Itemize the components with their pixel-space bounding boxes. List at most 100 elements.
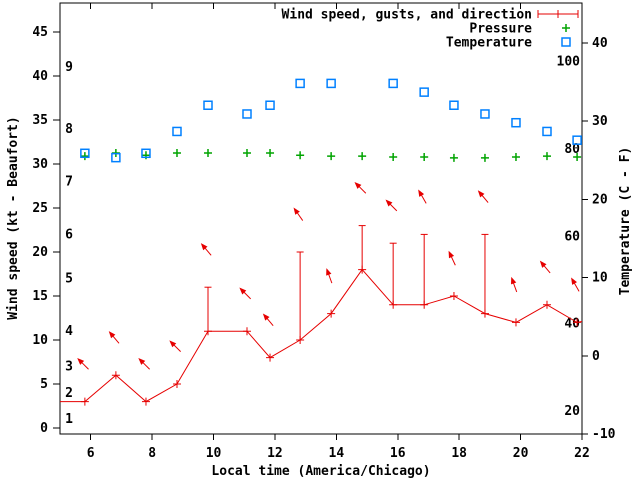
wind-arrow-shaft xyxy=(327,273,333,284)
y-right-tick-label: 10 xyxy=(592,271,608,286)
pressure-point xyxy=(449,153,458,162)
temperature-point xyxy=(295,78,305,89)
y-right-tick-label: 0 xyxy=(592,349,600,364)
y-left-tick-label: 45 xyxy=(32,25,48,40)
wind-arrow-head xyxy=(239,287,247,295)
temperature-series xyxy=(80,78,582,163)
wind-point xyxy=(242,327,251,336)
beaufort-label: 7 xyxy=(65,175,73,190)
x-tick-label: 8 xyxy=(148,446,156,461)
pressure-point xyxy=(327,152,336,161)
y-right-tick-label: 30 xyxy=(592,114,608,129)
left-axis-title: Wind speed (kt - Beaufort) xyxy=(6,116,21,320)
x-tick-label: 16 xyxy=(390,446,406,461)
right-axis-title: Temperature (C - F) xyxy=(618,147,633,296)
beaufort-label: 3 xyxy=(65,359,73,374)
temperature-point xyxy=(111,152,121,163)
temperature-point xyxy=(242,109,252,119)
pressure-point xyxy=(296,151,305,160)
wind-arrow-head xyxy=(138,357,146,365)
x-tick-label: 6 xyxy=(87,446,95,461)
temperature-point xyxy=(326,78,336,89)
beaufort-label: 1 xyxy=(65,412,73,427)
legend-errorbar-sample xyxy=(537,10,579,18)
wind-point xyxy=(80,397,89,406)
pressure-point xyxy=(358,152,367,161)
wind-point xyxy=(172,380,181,388)
pressure-point xyxy=(511,152,520,161)
pressure-point xyxy=(542,152,551,161)
legend-errorbar-plus xyxy=(554,10,562,18)
legend-label-pressure: Pressure xyxy=(469,22,532,37)
wind-arrow-head xyxy=(571,277,578,285)
beaufort-label: 9 xyxy=(65,60,73,75)
beaufort-label: 6 xyxy=(65,227,73,242)
fahrenheit-label: 40 xyxy=(564,317,580,332)
tick-labels: 6 8 10 12 14 16 18 20 22051015202530354045-10010… xyxy=(32,25,615,461)
pressure-point xyxy=(389,152,398,161)
x-tick-label: 18 xyxy=(451,446,467,461)
beaufort-label: 5 xyxy=(65,271,73,286)
temperature-point xyxy=(542,126,552,137)
temperature-point xyxy=(419,87,429,97)
y-left-tick-label: 25 xyxy=(32,201,48,216)
pressure-point xyxy=(172,149,181,157)
pressure-point xyxy=(573,152,582,161)
wind-arrow-shaft xyxy=(420,194,427,204)
wind-arrow-head xyxy=(200,243,208,251)
y-left-tick-label: 30 xyxy=(32,157,48,172)
y-left-tick-label: 20 xyxy=(32,245,48,260)
wind-arrow-head xyxy=(169,340,177,348)
wind-point xyxy=(266,353,275,362)
pressure-series xyxy=(80,149,582,162)
wind-arrow-head xyxy=(418,189,425,197)
axes xyxy=(59,2,583,435)
wind-arrow-shaft xyxy=(389,203,398,212)
plot-frame xyxy=(59,2,583,435)
temperature-point xyxy=(265,100,275,110)
wind-arrow-head xyxy=(539,260,547,268)
x-tick-label: 22 xyxy=(574,446,590,461)
wind-arrow-head xyxy=(511,276,517,285)
wind-arrow-shaft xyxy=(112,335,120,344)
wind-arrow-head xyxy=(354,181,362,189)
wind-arrow-shaft xyxy=(243,291,252,300)
tick-marks xyxy=(53,3,588,440)
wind-arrow-shaft xyxy=(512,282,518,293)
legend-label-temperature: Temperature xyxy=(446,36,532,51)
wind-arrow-shaft xyxy=(173,344,181,353)
temperature-point xyxy=(172,126,182,137)
wind-arrow-shaft xyxy=(296,212,304,221)
wind-arrow-shaft xyxy=(204,247,212,256)
wind-arrow-shaft xyxy=(450,255,456,266)
pressure-point xyxy=(80,152,89,161)
pressure-point xyxy=(480,153,489,162)
pressure-point xyxy=(266,149,275,157)
legend-label-wind: Wind speed, gusts, and direction xyxy=(282,8,532,23)
fahrenheit-label: 20 xyxy=(564,404,580,419)
x-tick-label: 10 xyxy=(206,446,222,461)
wind-point xyxy=(141,397,150,406)
wind-arrow-head xyxy=(385,199,393,207)
y-left-tick-label: 0 xyxy=(40,421,48,436)
beaufort-label: 4 xyxy=(65,324,73,339)
y-left-tick-label: 40 xyxy=(32,69,48,84)
x-tick-label: 14 xyxy=(329,446,345,461)
legend-markers xyxy=(537,10,579,47)
wind-arrow-head xyxy=(108,331,116,339)
y-right-tick-label: 40 xyxy=(592,36,608,51)
wind-point xyxy=(542,300,551,309)
temperature-point xyxy=(80,148,90,159)
wind-arrow-shaft xyxy=(142,361,150,370)
wind-arrow-shaft xyxy=(543,264,551,274)
fahrenheit-label: 100 xyxy=(557,55,581,70)
wind-point xyxy=(111,371,120,380)
wind-arrow-shaft xyxy=(481,194,489,203)
temperature-point xyxy=(203,100,213,110)
wind-point xyxy=(511,318,520,327)
beaufort-label: 2 xyxy=(65,386,73,401)
y-left-tick-label: 15 xyxy=(32,289,48,304)
wind-arrow-head xyxy=(477,190,485,198)
wind-series xyxy=(60,181,583,406)
